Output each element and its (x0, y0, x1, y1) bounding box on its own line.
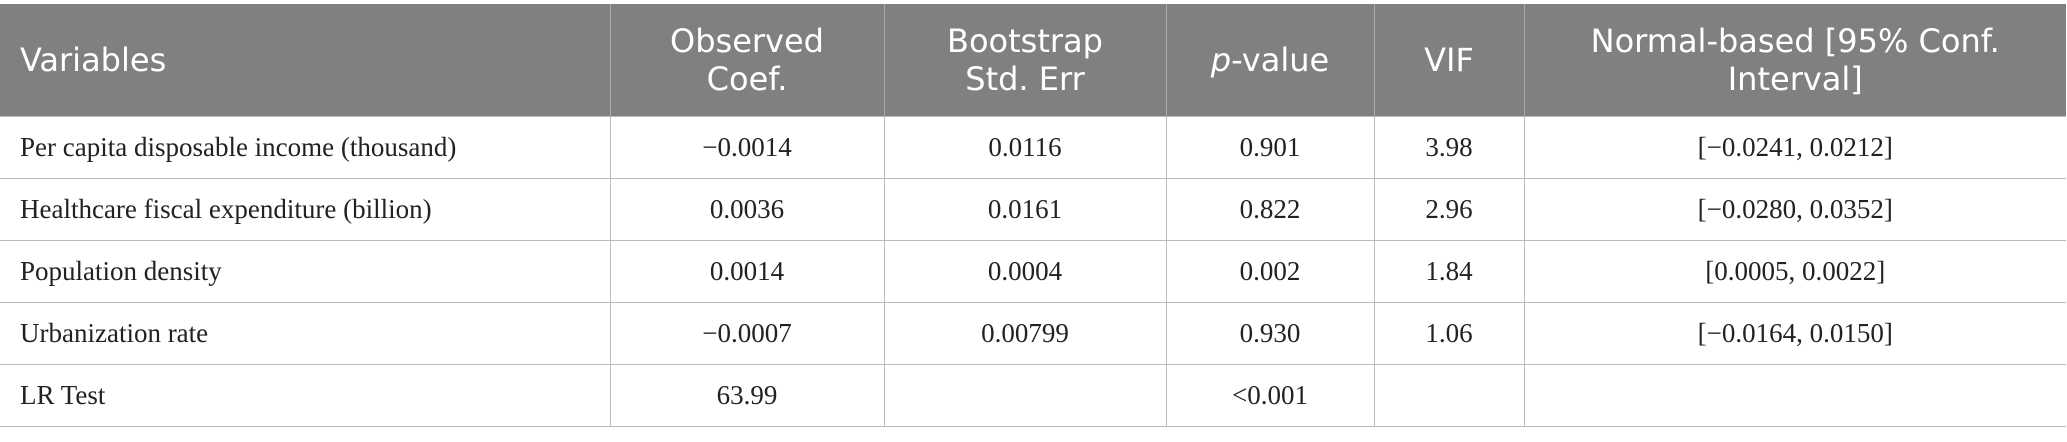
header-cell: Observed Coef. (609, 4, 884, 117)
table-cell: 1.84 (1373, 240, 1525, 303)
table-cell: −0.0014 (609, 116, 885, 179)
header-line: Interval] (1727, 60, 1863, 98)
header-text: -value (1231, 41, 1330, 79)
table-cell: 2.96 (1373, 178, 1525, 241)
header-line: VIF (1424, 41, 1474, 79)
header-line: Bootstrap (947, 22, 1103, 60)
table-row: Urbanization rate −0.0007 0.00799 0.930 1.06… (0, 302, 2066, 365)
page: Variables Observed Coef. Bootstrap Std. Err p… (0, 4, 2067, 442)
table-cell: 1.06 (1373, 302, 1525, 365)
table-cell: 0.822 (1165, 178, 1375, 241)
empty-cell (1373, 364, 1525, 427)
header-line: p-value (1177, 41, 1364, 79)
header-row: Variables Observed Coef. Bootstrap Std. Err p… (0, 4, 2066, 117)
table-cell: [−0.0241, 0.0212] (1523, 116, 2066, 179)
table-cell: <0.001 (1165, 364, 1375, 427)
table-row: Per capita disposable income (thousand) −… (0, 116, 2066, 179)
table-cell: Population density (0, 240, 611, 303)
table-cell: 0.0116 (883, 116, 1167, 179)
header-line: Observed (670, 22, 824, 60)
header-cell: VIF (1373, 4, 1524, 117)
table-cell: 3.98 (1373, 116, 1525, 179)
table-cell: 0.0004 (883, 240, 1167, 303)
empty-cell (883, 364, 1167, 427)
table-cell: [0.0005, 0.0022] (1523, 240, 2066, 303)
results-table: Variables Observed Coef. Bootstrap Std. Err p… (0, 4, 2066, 427)
header-cell: Variables (0, 4, 610, 117)
table-row: Healthcare fiscal expenditure (billion) 0… (0, 178, 2066, 241)
header-cell: Bootstrap Std. Err (883, 4, 1166, 117)
header-line: Coef. (706, 60, 788, 98)
table-row: Population density 0.0014 0.0004 0.002 1.84[… (0, 240, 2066, 303)
header-italic: p (1210, 41, 1232, 79)
table-cell: 0.00799 (883, 302, 1167, 365)
header-cell: Normal-based [95% Conf. Interval] (1523, 4, 2066, 117)
header-cell: p-value (1165, 4, 1374, 117)
header-line: Normal-based [95% Conf. (1590, 22, 2000, 60)
table-cell: LR Test (0, 364, 611, 427)
table-cell: Healthcare fiscal expenditure (billion) (0, 178, 611, 241)
table-cell: 63.99 (609, 364, 885, 427)
table-cell: 0.0036 (609, 178, 885, 241)
header-line: Std. Err (965, 60, 1085, 98)
table-cell: Urbanization rate (0, 302, 611, 365)
table-cell: [−0.0164, 0.0150] (1523, 302, 2066, 365)
empty-cell (1523, 364, 2066, 427)
table-cell: 0.930 (1165, 302, 1375, 365)
table-cell: −0.0007 (609, 302, 885, 365)
table-cell: 0.0014 (609, 240, 885, 303)
table-cell: 0.002 (1165, 240, 1375, 303)
table-body: Per capita disposable income (thousand) −… (0, 116, 2066, 427)
table-cell: 0.0161 (883, 178, 1167, 241)
table-cell: Per capita disposable income (thousand) (0, 116, 611, 179)
table-row: LR Test 63.99 <0.001 (0, 364, 2066, 427)
table-cell: [−0.0280, 0.0352] (1523, 178, 2066, 241)
header-line: Variables (20, 41, 167, 79)
table-cell: 0.901 (1165, 116, 1375, 179)
